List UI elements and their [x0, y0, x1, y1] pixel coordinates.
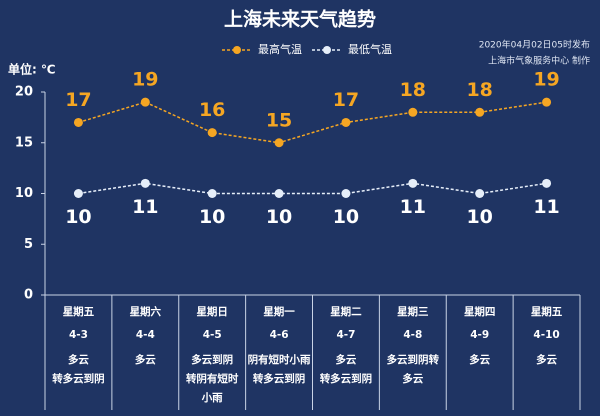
x-tick-label: 4-8 [403, 329, 422, 341]
x-tick-label: 4-9 [470, 329, 489, 341]
data-label: 19 [533, 69, 559, 91]
data-label: 10 [333, 206, 359, 228]
data-point [73, 117, 83, 127]
data-label: 18 [466, 79, 492, 101]
series-line [78, 182, 547, 195]
weekday-label: 星期二 [330, 305, 362, 318]
data-label: 11 [533, 196, 559, 218]
data-point [475, 107, 485, 117]
weather-label: 多云 [135, 353, 156, 366]
data-label: 10 [466, 206, 492, 228]
x-tick-label: 4-7 [336, 329, 355, 341]
weather-label: 转阴有短时 [186, 372, 239, 385]
y-tick-label: 15 [15, 135, 33, 150]
data-point [73, 189, 83, 198]
data-point [274, 138, 284, 148]
data-point [274, 189, 284, 198]
x-tick-label: 4-6 [270, 329, 289, 341]
weather-label: 多云到阴 [191, 353, 233, 366]
weekday-label: 星期日 [196, 305, 228, 318]
x-tick-label: 4-10 [533, 329, 559, 341]
data-label: 10 [65, 206, 91, 228]
data-point [140, 97, 150, 107]
data-point [542, 178, 552, 188]
x-tick-label: 4-4 [136, 329, 155, 341]
legend-label: 最低气温 [348, 42, 392, 56]
data-point [408, 107, 418, 117]
weekday-label: 星期四 [464, 305, 496, 318]
weather-label: 多云 [536, 353, 557, 366]
unit-label: 单位: ℃ [8, 62, 56, 77]
weather-label: 阴有短时小雨 [248, 353, 311, 366]
weather-label: 多云 [402, 372, 423, 385]
data-label: 11 [132, 196, 158, 218]
x-tick-label: 4-5 [203, 329, 222, 341]
data-point [341, 189, 351, 198]
legend-marker [323, 46, 331, 54]
legend-label: 最高气温 [258, 42, 302, 56]
data-label: 10 [199, 206, 225, 228]
x-tick-label: 4-3 [69, 329, 88, 341]
y-tick-label: 5 [24, 237, 33, 252]
weather-label: 多云 [68, 353, 89, 366]
weather-label: 转多云到阴 [52, 372, 105, 385]
weather-label: 多云 [335, 353, 356, 366]
data-point [341, 117, 351, 127]
data-label: 19 [132, 69, 158, 91]
chart-title: 上海未来天气趋势 [224, 8, 376, 31]
y-tick-label: 0 [24, 288, 33, 303]
data-label: 11 [400, 196, 426, 218]
series-line [78, 101, 547, 144]
weather-label: 转多云到阴 [253, 372, 306, 385]
data-label: 15 [266, 109, 292, 131]
data-point [542, 97, 552, 107]
data-label: 17 [333, 89, 359, 111]
weather-label: 小雨 [201, 391, 223, 404]
data-point [207, 128, 217, 138]
weather-label: 多云到阴转 [387, 353, 440, 366]
data-point [475, 189, 485, 198]
weather-label: 转多云到阴 [320, 372, 373, 385]
weekday-label: 星期五 [531, 305, 563, 318]
weekday-label: 星期一 [263, 305, 295, 318]
legend-marker [233, 46, 241, 54]
data-point [408, 178, 418, 188]
y-tick-label: 20 [15, 85, 33, 100]
data-point [140, 178, 150, 188]
data-label: 10 [266, 206, 292, 228]
weekday-label: 星期五 [63, 305, 95, 318]
publisher: 上海市气象服务中心 制作 [488, 55, 590, 67]
data-label: 18 [400, 79, 426, 101]
y-tick-label: 10 [15, 186, 33, 201]
weather-label: 多云 [469, 353, 490, 366]
weekday-label: 星期三 [397, 305, 429, 318]
weekday-label: 星期六 [130, 305, 162, 318]
publish-time: 2020年04月02日05时发布 [479, 39, 590, 51]
data-label: 16 [199, 99, 225, 121]
data-label: 17 [65, 89, 91, 111]
data-point [207, 189, 217, 198]
